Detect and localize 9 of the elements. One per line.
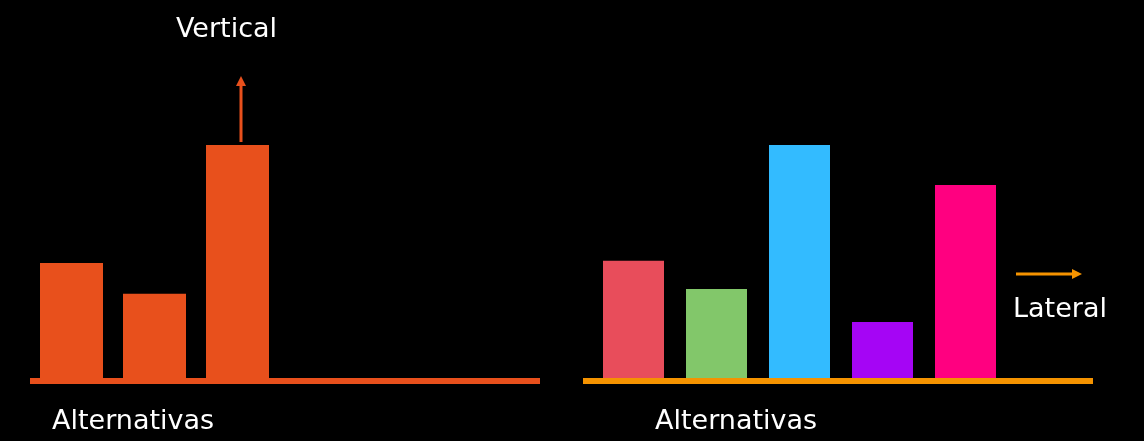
bar: [935, 185, 996, 381]
bar: [686, 288, 747, 381]
bar: [769, 145, 830, 381]
bar: [603, 260, 664, 381]
x-axis-title: Alternativas: [655, 404, 818, 435]
bar: [852, 322, 913, 381]
text: Lateral: [1013, 292, 1107, 323]
x-axis-title: Alternativas: [52, 404, 215, 435]
text: Vertical: [176, 12, 278, 43]
